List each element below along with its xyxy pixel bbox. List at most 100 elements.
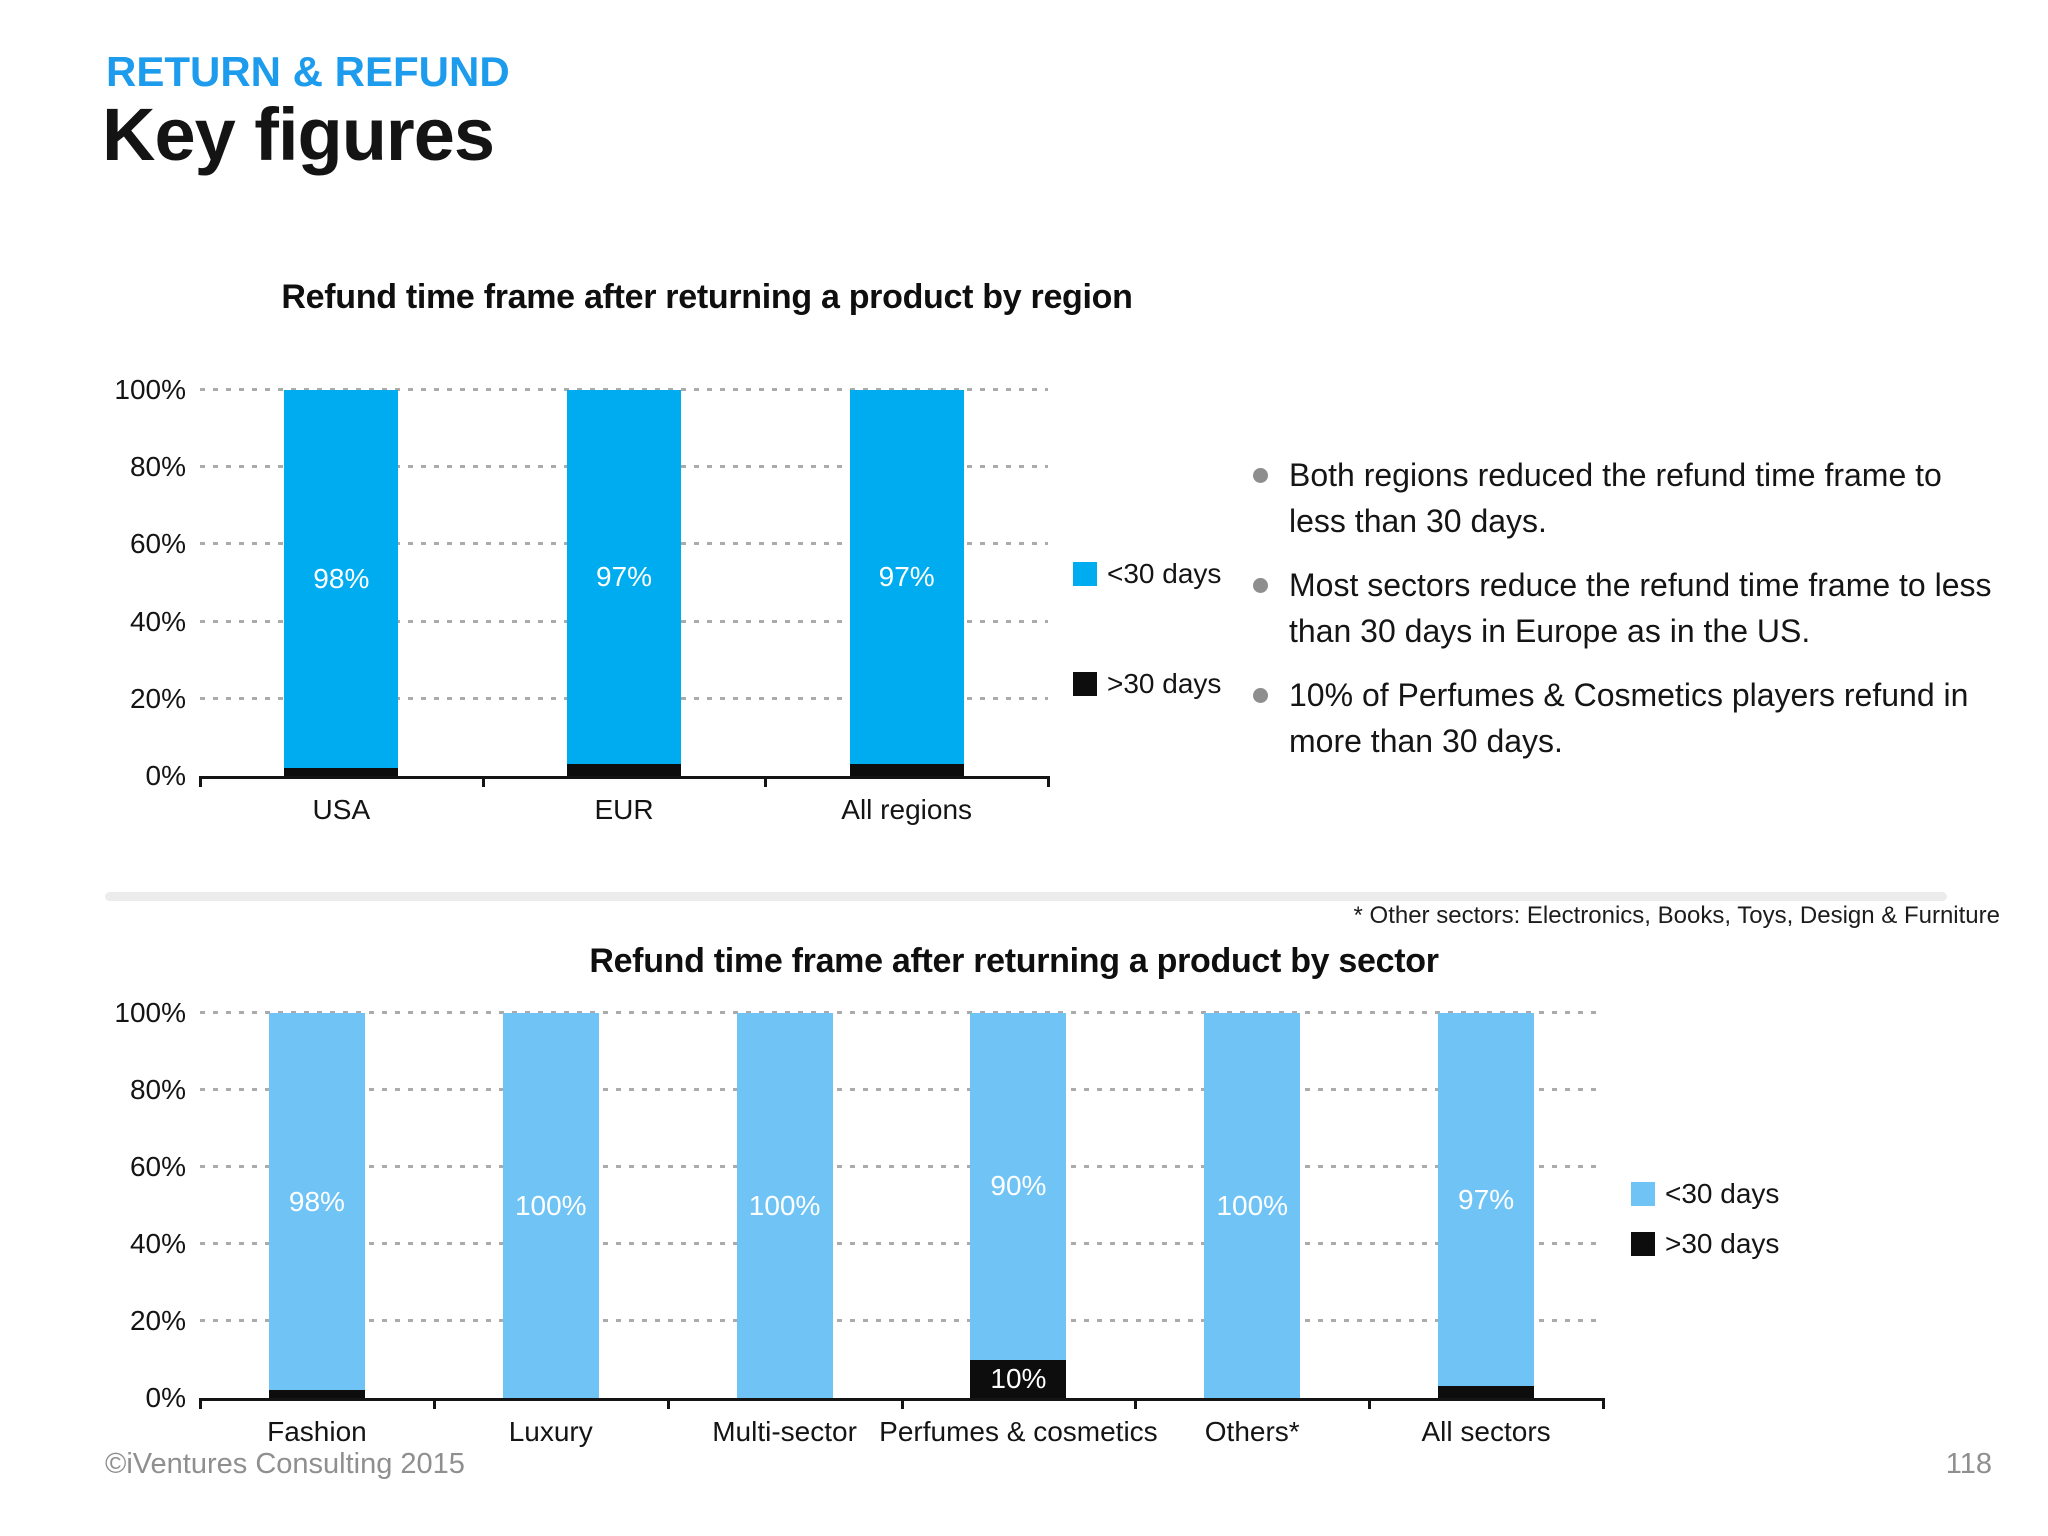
bullet-icon bbox=[1253, 468, 1268, 483]
bar-label: 98% bbox=[288, 1185, 345, 1217]
section-divider bbox=[105, 892, 1947, 901]
bar-segment-gt30 bbox=[567, 764, 681, 776]
legend-item-gt30: >30 days bbox=[1073, 668, 1221, 700]
page-title: Key figures bbox=[102, 93, 495, 176]
y-axis-label: 40% bbox=[129, 605, 186, 637]
region-plot-area: 2%98% USA 3%97% EUR 3%97% All regions bbox=[199, 388, 1050, 825]
y-axis-label: 60% bbox=[129, 528, 186, 560]
y-axis-label: 80% bbox=[129, 1074, 186, 1105]
axis-tick bbox=[1047, 776, 1050, 787]
bar-segment-lt30: 97% bbox=[1438, 1013, 1535, 1387]
axis-tick bbox=[666, 1398, 670, 1409]
y-axis-label: 40% bbox=[129, 1228, 186, 1259]
legend-label: <30 days bbox=[1107, 558, 1222, 589]
bar-segment-lt30: 100% bbox=[502, 1013, 599, 1398]
legend-item-lt30: <30 days bbox=[1631, 1178, 1779, 1210]
bar: 2%98% bbox=[268, 1013, 365, 1398]
axis-tick bbox=[432, 1398, 436, 1409]
bar: 3%97% bbox=[567, 390, 681, 776]
legend-item-lt30: <30 days bbox=[1073, 558, 1221, 590]
category-label: Multi-sector bbox=[712, 1416, 857, 1447]
sector-plot-area: 2%98% Fashion 100% Luxury 100% Multi-sector 10… bbox=[199, 1011, 1605, 1447]
bar-label: 10% bbox=[990, 1362, 1047, 1394]
bar: 100% bbox=[736, 1013, 833, 1398]
y-axis-label: 100% bbox=[114, 374, 186, 405]
y-axis-label: 60% bbox=[129, 1151, 186, 1182]
category-label: Others* bbox=[1204, 1416, 1300, 1447]
bar-segment-gt30 bbox=[849, 764, 964, 776]
bar-segment-gt30 bbox=[1438, 1386, 1535, 1398]
axis-tick bbox=[199, 1398, 202, 1409]
gridline bbox=[200, 1165, 1603, 1168]
list-item: Both regions reduced the refund time fra… bbox=[1253, 452, 1998, 545]
bullet-text: Most sectors reduce the refund time fram… bbox=[1289, 566, 1992, 650]
bar-label: 97% bbox=[1458, 1183, 1515, 1215]
legend-swatch-gt30 bbox=[1631, 1232, 1655, 1256]
sector-y-axis: 0% 20% 40% 60% 80% 100% bbox=[80, 999, 186, 1412]
axis-tick bbox=[764, 776, 768, 787]
bar-segment-lt30: 100% bbox=[736, 1013, 833, 1398]
bar-segment-lt30: 100% bbox=[1204, 1013, 1301, 1398]
bar-segment-lt30: 97% bbox=[567, 390, 681, 765]
axis-tick bbox=[900, 1398, 904, 1409]
legend-swatch-lt30 bbox=[1073, 562, 1097, 586]
bar-label: 100% bbox=[514, 1189, 587, 1221]
y-axis-label: 0% bbox=[145, 760, 186, 791]
section-kicker: RETURN & REFUND bbox=[106, 48, 510, 95]
bar: 100% bbox=[1204, 1013, 1301, 1398]
bar-label: 98% bbox=[313, 563, 370, 595]
gridline bbox=[200, 1011, 1603, 1014]
y-axis-label: 80% bbox=[129, 451, 186, 483]
page-number: 118 bbox=[1945, 1448, 1992, 1480]
bar: 100% bbox=[502, 1013, 599, 1398]
bar: 10% 90% bbox=[970, 1013, 1067, 1398]
legend-label: >30 days bbox=[1107, 668, 1222, 699]
bar-segment-gt30 bbox=[284, 768, 399, 776]
region-y-axis: 0% 20% 40% 60% 80% 100% bbox=[80, 376, 186, 790]
bar-segment-gt30 bbox=[268, 1390, 365, 1398]
bar-label: 97% bbox=[595, 561, 653, 593]
category-label: All sectors bbox=[1421, 1416, 1551, 1447]
bar-segment-lt30: 97% bbox=[849, 390, 964, 765]
legend-swatch-gt30 bbox=[1073, 672, 1097, 696]
bar-segment-lt30: 98% bbox=[268, 1013, 365, 1391]
category-label: USA bbox=[312, 794, 371, 825]
legend-label: >30 days bbox=[1665, 1228, 1780, 1259]
y-axis-label: 0% bbox=[145, 1382, 186, 1413]
sector-chart-title: Refund time frame after returning a prod… bbox=[589, 942, 1439, 980]
bar-segment-lt30: 98% bbox=[284, 390, 399, 769]
y-axis-label: 20% bbox=[129, 1305, 186, 1336]
bar: 3%97% bbox=[1438, 1013, 1535, 1398]
bullet-icon bbox=[1253, 577, 1268, 593]
y-axis-label: 100% bbox=[114, 997, 186, 1028]
category-label: All regions bbox=[841, 794, 973, 825]
bar-segment-lt30: 90% bbox=[970, 1013, 1067, 1360]
category-label: EUR bbox=[594, 794, 654, 825]
copyright-text: ©iVentures Consulting 2015 bbox=[105, 1448, 465, 1480]
axis-tick bbox=[199, 776, 202, 787]
gridline bbox=[200, 1088, 1603, 1091]
bullet-icon bbox=[1253, 687, 1268, 703]
y-axis-label: 20% bbox=[129, 682, 186, 714]
axis-tick bbox=[481, 776, 485, 787]
bar-label: 90% bbox=[990, 1170, 1047, 1202]
category-label: Luxury bbox=[508, 1416, 593, 1447]
gridline bbox=[200, 388, 1048, 391]
commentary-list: Both regions reduced the refund time fra… bbox=[1253, 452, 1998, 781]
bar-label: 97% bbox=[878, 561, 935, 593]
region-chart-title: Refund time frame after returning a prod… bbox=[281, 278, 1133, 316]
legend-item-gt30: >30 days bbox=[1631, 1228, 1779, 1260]
footnote: * Other sectors: Electronics, Books, Toy… bbox=[1353, 902, 2000, 929]
axis-tick bbox=[1368, 1398, 1372, 1409]
category-label: Perfumes & cosmetics bbox=[879, 1416, 1158, 1447]
axis-tick bbox=[1134, 1398, 1138, 1409]
list-item: 10% of Perfumes & Cosmetics players refu… bbox=[1253, 672, 1998, 765]
bar-label: 100% bbox=[1216, 1189, 1289, 1221]
bar: 2%98% bbox=[284, 390, 399, 776]
legend-label: <30 days bbox=[1665, 1178, 1780, 1209]
bar: 3%97% bbox=[849, 390, 964, 776]
bullet-text: 10% of Perfumes & Cosmetics players refu… bbox=[1289, 676, 1969, 759]
axis-tick bbox=[1602, 1398, 1605, 1409]
gridline bbox=[200, 1319, 1603, 1322]
